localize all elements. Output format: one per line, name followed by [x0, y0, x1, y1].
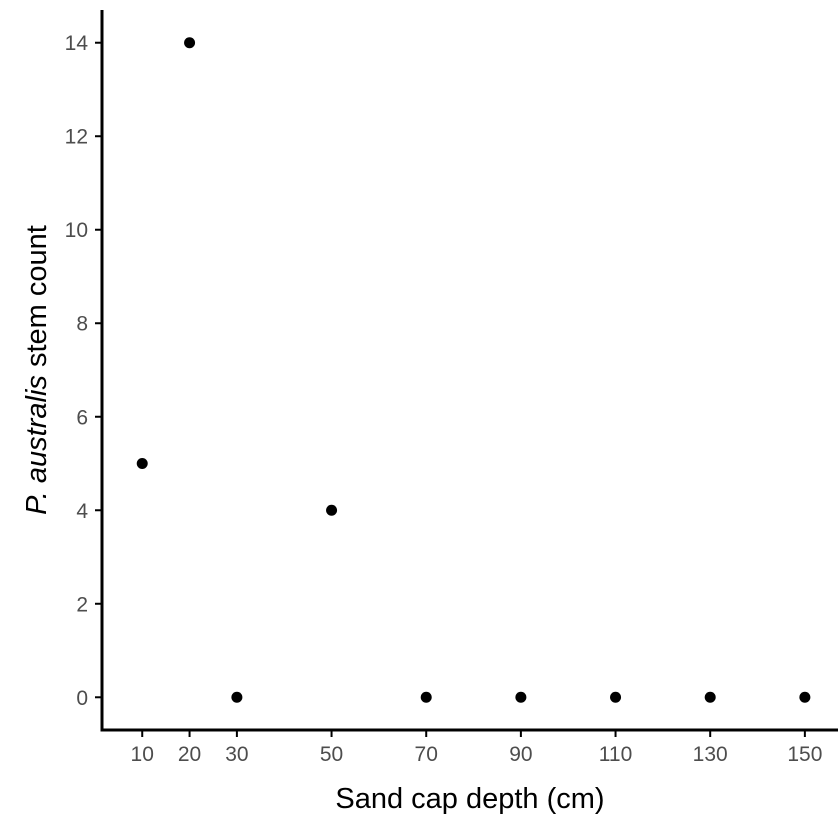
- data-points: [136, 37, 811, 703]
- data-point: [184, 37, 196, 49]
- x-tick-label: 70: [415, 743, 438, 766]
- x-tick-label: 90: [509, 743, 532, 766]
- x-tick-label: 30: [225, 743, 248, 766]
- y-axis-title-rest: stem count: [21, 225, 53, 375]
- data-point: [610, 691, 622, 703]
- y-tick-label: 4: [76, 500, 88, 523]
- data-point: [515, 691, 527, 703]
- data-point: [136, 458, 148, 470]
- x-axis-ticks: 10 20 30 50 70 90 110 130 150: [131, 730, 822, 766]
- y-tick-label: 14: [65, 32, 89, 55]
- x-tick-label: 20: [178, 743, 201, 766]
- y-tick-label: 2: [76, 593, 88, 616]
- y-tick-label: 6: [76, 406, 88, 429]
- x-axis-title: Sand cap depth (cm): [335, 783, 604, 815]
- y-axis-ticks: 0 2 4 6 8 10 12 14: [65, 32, 102, 710]
- x-tick-label: 150: [787, 743, 822, 766]
- data-point: [420, 691, 432, 703]
- x-tick-label: 50: [320, 743, 343, 766]
- data-point: [704, 691, 716, 703]
- y-tick-label: 10: [65, 219, 88, 242]
- y-tick-label: 12: [65, 126, 88, 149]
- x-tick-label: 110: [599, 743, 632, 766]
- x-tick-label: 10: [131, 743, 154, 766]
- x-tick-label: 130: [693, 743, 728, 766]
- data-point: [799, 691, 811, 703]
- y-axis-title-italic: P. australis: [21, 375, 53, 515]
- data-point: [231, 691, 243, 703]
- y-tick-label: 0: [76, 687, 88, 710]
- y-tick-label: 8: [76, 313, 88, 336]
- y-axis-title: P. australis stem count: [21, 225, 53, 515]
- data-point: [326, 504, 338, 516]
